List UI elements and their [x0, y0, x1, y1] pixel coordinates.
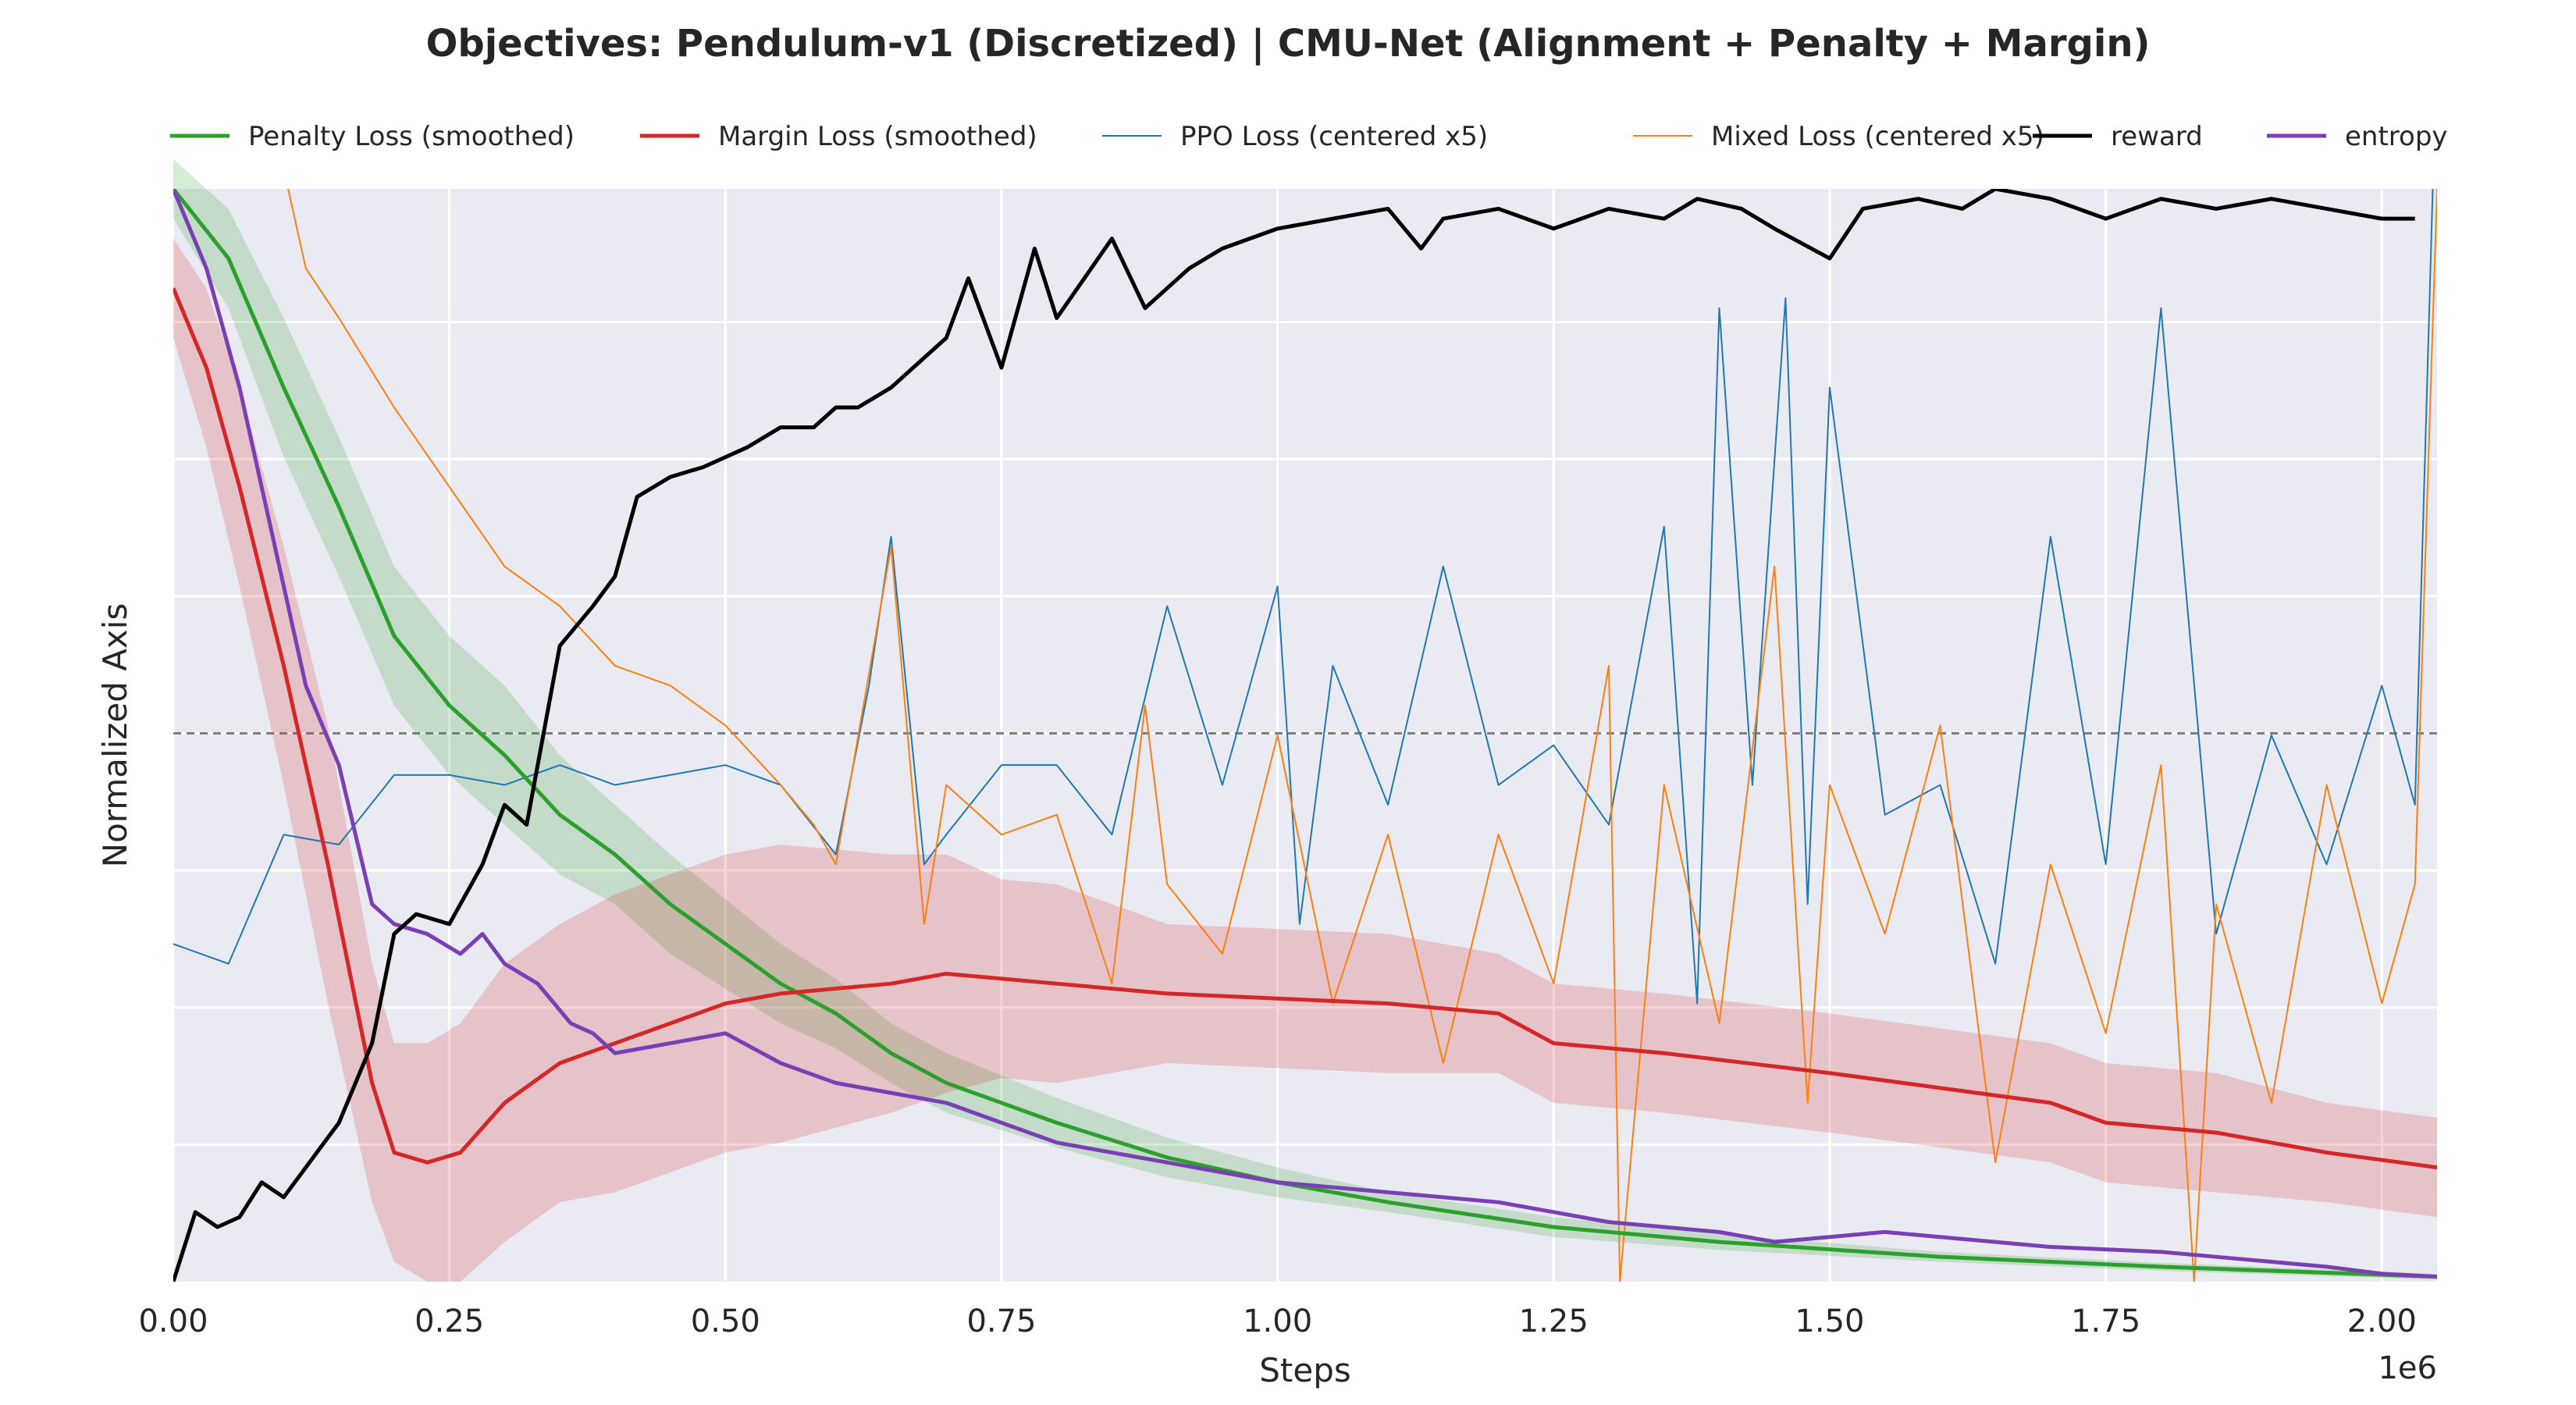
legend-item-reward: reward	[2033, 121, 2203, 152]
legend-label: Mixed Loss (centered x5)	[1711, 121, 2044, 152]
x-tick-label-8: 2.00	[2347, 1304, 2417, 1339]
x-tick-labels: 0.00 0.25 0.50 0.75 1.00 1.25 1.50 1.75 2.00	[138, 1304, 2416, 1339]
band-layer	[173, 158, 2437, 1282]
series-line-margin-loss-smoothed	[173, 287, 2437, 1170]
legend-item-ppo-loss-centered-x5: PPO Loss (centered x5)	[1102, 121, 1488, 152]
legend-label: Penalty Loss (smoothed)	[248, 121, 575, 152]
band-margin-loss-smoothed	[173, 238, 2437, 1282]
x-tick-label-5: 1.25	[1519, 1304, 1589, 1339]
chart-title: Objectives: Pendulum-v1 (Discretized) | …	[426, 22, 2151, 66]
legend-item-entropy: entropy	[2267, 121, 2448, 152]
plot-background	[173, 189, 2437, 1282]
series-line-mixed-loss-centered-x5	[287, 189, 2437, 1282]
series-line-entropy	[173, 189, 2437, 1279]
x-tick-label-3: 0.75	[966, 1304, 1036, 1339]
x-tick-label-1: 0.25	[415, 1304, 484, 1339]
series-line-ppo-loss-centered-x5	[173, 189, 2434, 1005]
legend-item-margin-loss-smoothed: Margin Loss (smoothed)	[640, 121, 1037, 152]
x-tick-label-2: 0.50	[691, 1304, 760, 1339]
legend-label: PPO Loss (centered x5)	[1180, 121, 1488, 152]
legend-label: reward	[2111, 121, 2203, 152]
legend-label: Margin Loss (smoothed)	[718, 121, 1037, 152]
x-tick-label-4: 1.00	[1243, 1304, 1312, 1339]
series-line-reward	[173, 189, 2415, 1282]
legend: Penalty Loss (smoothed) Margin Loss (smoo…	[170, 121, 2448, 152]
x-tick-label-6: 1.50	[1795, 1304, 1864, 1339]
x-offset-label: 1e6	[2378, 1350, 2437, 1386]
series-line-penalty-loss-smoothed	[173, 189, 2437, 1279]
x-axis-label: Steps	[1259, 1351, 1351, 1389]
y-axis-label: Normalized Axis	[96, 603, 134, 868]
x-tick-label-0: 0.00	[138, 1304, 208, 1339]
legend-item-mixed-loss-centered-x5: Mixed Loss (centered x5)	[1633, 121, 2044, 152]
legend-item-penalty-loss-smoothed: Penalty Loss (smoothed)	[170, 121, 575, 152]
x-tick-label-7: 1.75	[2071, 1304, 2140, 1339]
legend-label: entropy	[2345, 121, 2448, 152]
line-layer	[173, 189, 2437, 1282]
